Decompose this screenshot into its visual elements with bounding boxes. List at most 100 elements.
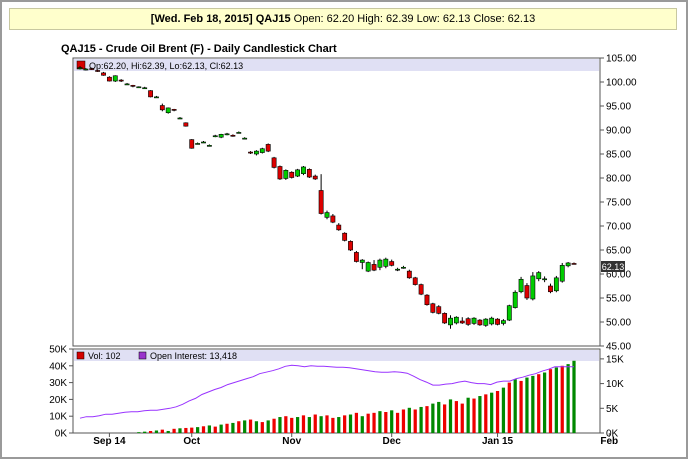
volume-bar bbox=[460, 403, 464, 433]
candle-body bbox=[371, 264, 377, 271]
candle bbox=[406, 269, 412, 279]
candle bbox=[136, 86, 142, 89]
candle bbox=[183, 122, 189, 127]
candle bbox=[295, 168, 301, 178]
candle-body bbox=[389, 261, 395, 266]
candle bbox=[512, 290, 518, 309]
volume-bar bbox=[395, 412, 400, 433]
candle bbox=[271, 156, 277, 169]
candle bbox=[165, 107, 171, 114]
volume-bar bbox=[443, 404, 447, 433]
candle-body bbox=[348, 241, 353, 251]
candle-body bbox=[501, 320, 506, 324]
volume-y-tick-label: 40K bbox=[49, 361, 67, 372]
candle bbox=[148, 90, 153, 98]
quote-symbol: QAJ15 bbox=[255, 13, 291, 25]
candle-body bbox=[359, 259, 365, 263]
candle bbox=[442, 312, 448, 324]
volume-bar bbox=[272, 418, 276, 433]
volume-bar bbox=[231, 422, 235, 433]
candle-body bbox=[424, 294, 430, 306]
volume-bar bbox=[501, 387, 506, 433]
candle-body bbox=[159, 105, 165, 111]
candle-body bbox=[559, 265, 565, 282]
open-interest-legend-swatch bbox=[138, 351, 147, 360]
volume-bar bbox=[401, 409, 406, 433]
volume-bar bbox=[260, 422, 264, 433]
volume-y-tick-label: 30K bbox=[49, 378, 67, 389]
candle-body bbox=[383, 258, 389, 267]
candle-body bbox=[295, 169, 301, 177]
volume-bar bbox=[313, 414, 317, 433]
candle bbox=[154, 95, 159, 99]
candle bbox=[418, 283, 424, 296]
candle bbox=[289, 171, 295, 179]
price-y-tick-label: 80.00 bbox=[606, 174, 631, 185]
candle bbox=[171, 108, 177, 112]
x-tick-label: Feb bbox=[600, 436, 618, 447]
price-y-tick-label: 60.00 bbox=[606, 270, 631, 281]
last-price-label: 62.13 bbox=[602, 262, 625, 272]
candle bbox=[106, 76, 112, 82]
volume-bar bbox=[495, 391, 500, 433]
volume-bar bbox=[419, 406, 423, 433]
price-y-tick-label: 55.00 bbox=[606, 294, 631, 305]
volume-bar bbox=[160, 429, 164, 433]
candle bbox=[371, 260, 377, 272]
open-interest-y-tick-label: 5K bbox=[606, 404, 619, 415]
candle-body bbox=[195, 143, 201, 145]
volume-bar bbox=[190, 427, 194, 433]
price-y-tick-label: 75.00 bbox=[606, 198, 631, 209]
candle bbox=[536, 271, 542, 282]
volume-bar bbox=[437, 401, 441, 433]
candle bbox=[506, 304, 512, 322]
volume-bar bbox=[137, 432, 141, 433]
volume-bar bbox=[348, 414, 353, 433]
candle-body bbox=[453, 316, 459, 324]
candle-body bbox=[259, 148, 265, 153]
candle-body bbox=[489, 317, 495, 325]
volume-bar bbox=[201, 426, 206, 433]
candle bbox=[89, 67, 95, 70]
candle bbox=[206, 144, 212, 147]
candle bbox=[248, 151, 253, 154]
volume-bar bbox=[519, 380, 523, 433]
candle bbox=[501, 319, 506, 326]
volume-bar bbox=[390, 410, 394, 433]
x-tick-label: Sep 14 bbox=[93, 436, 126, 447]
candle bbox=[324, 210, 330, 220]
volume-bar bbox=[554, 367, 558, 433]
volume-bar bbox=[513, 379, 517, 433]
volume-bar bbox=[490, 392, 494, 433]
volume-bar bbox=[466, 397, 470, 433]
candle bbox=[312, 174, 318, 180]
volume-bar bbox=[295, 417, 300, 433]
candle-body bbox=[495, 318, 500, 325]
candle-body bbox=[477, 319, 483, 326]
candle-body bbox=[506, 305, 512, 321]
candle-body bbox=[254, 150, 259, 155]
candle-body bbox=[548, 285, 553, 293]
candle-body bbox=[530, 275, 536, 300]
candle-body bbox=[395, 268, 400, 271]
volume-bar bbox=[384, 412, 388, 433]
candle bbox=[212, 134, 218, 138]
volume-bars bbox=[137, 360, 576, 433]
candle-body bbox=[106, 76, 112, 82]
open-interest-legend-text: Open Interest: 13,418 bbox=[150, 351, 237, 361]
quote-date: [Wed. Feb 18, 2015] bbox=[150, 13, 253, 25]
volume-bar bbox=[307, 417, 311, 433]
volume-bar bbox=[448, 399, 453, 433]
candle bbox=[177, 117, 183, 120]
volume-bar bbox=[548, 369, 553, 433]
candle bbox=[159, 103, 165, 112]
candle bbox=[542, 276, 548, 283]
volume-bar bbox=[484, 394, 488, 433]
price-legend-swatch bbox=[76, 60, 86, 70]
volume-bar bbox=[225, 423, 229, 433]
candle-body bbox=[430, 303, 436, 313]
candle bbox=[224, 132, 230, 136]
candle bbox=[283, 169, 289, 180]
candle-body bbox=[165, 107, 171, 114]
candle bbox=[265, 143, 271, 153]
